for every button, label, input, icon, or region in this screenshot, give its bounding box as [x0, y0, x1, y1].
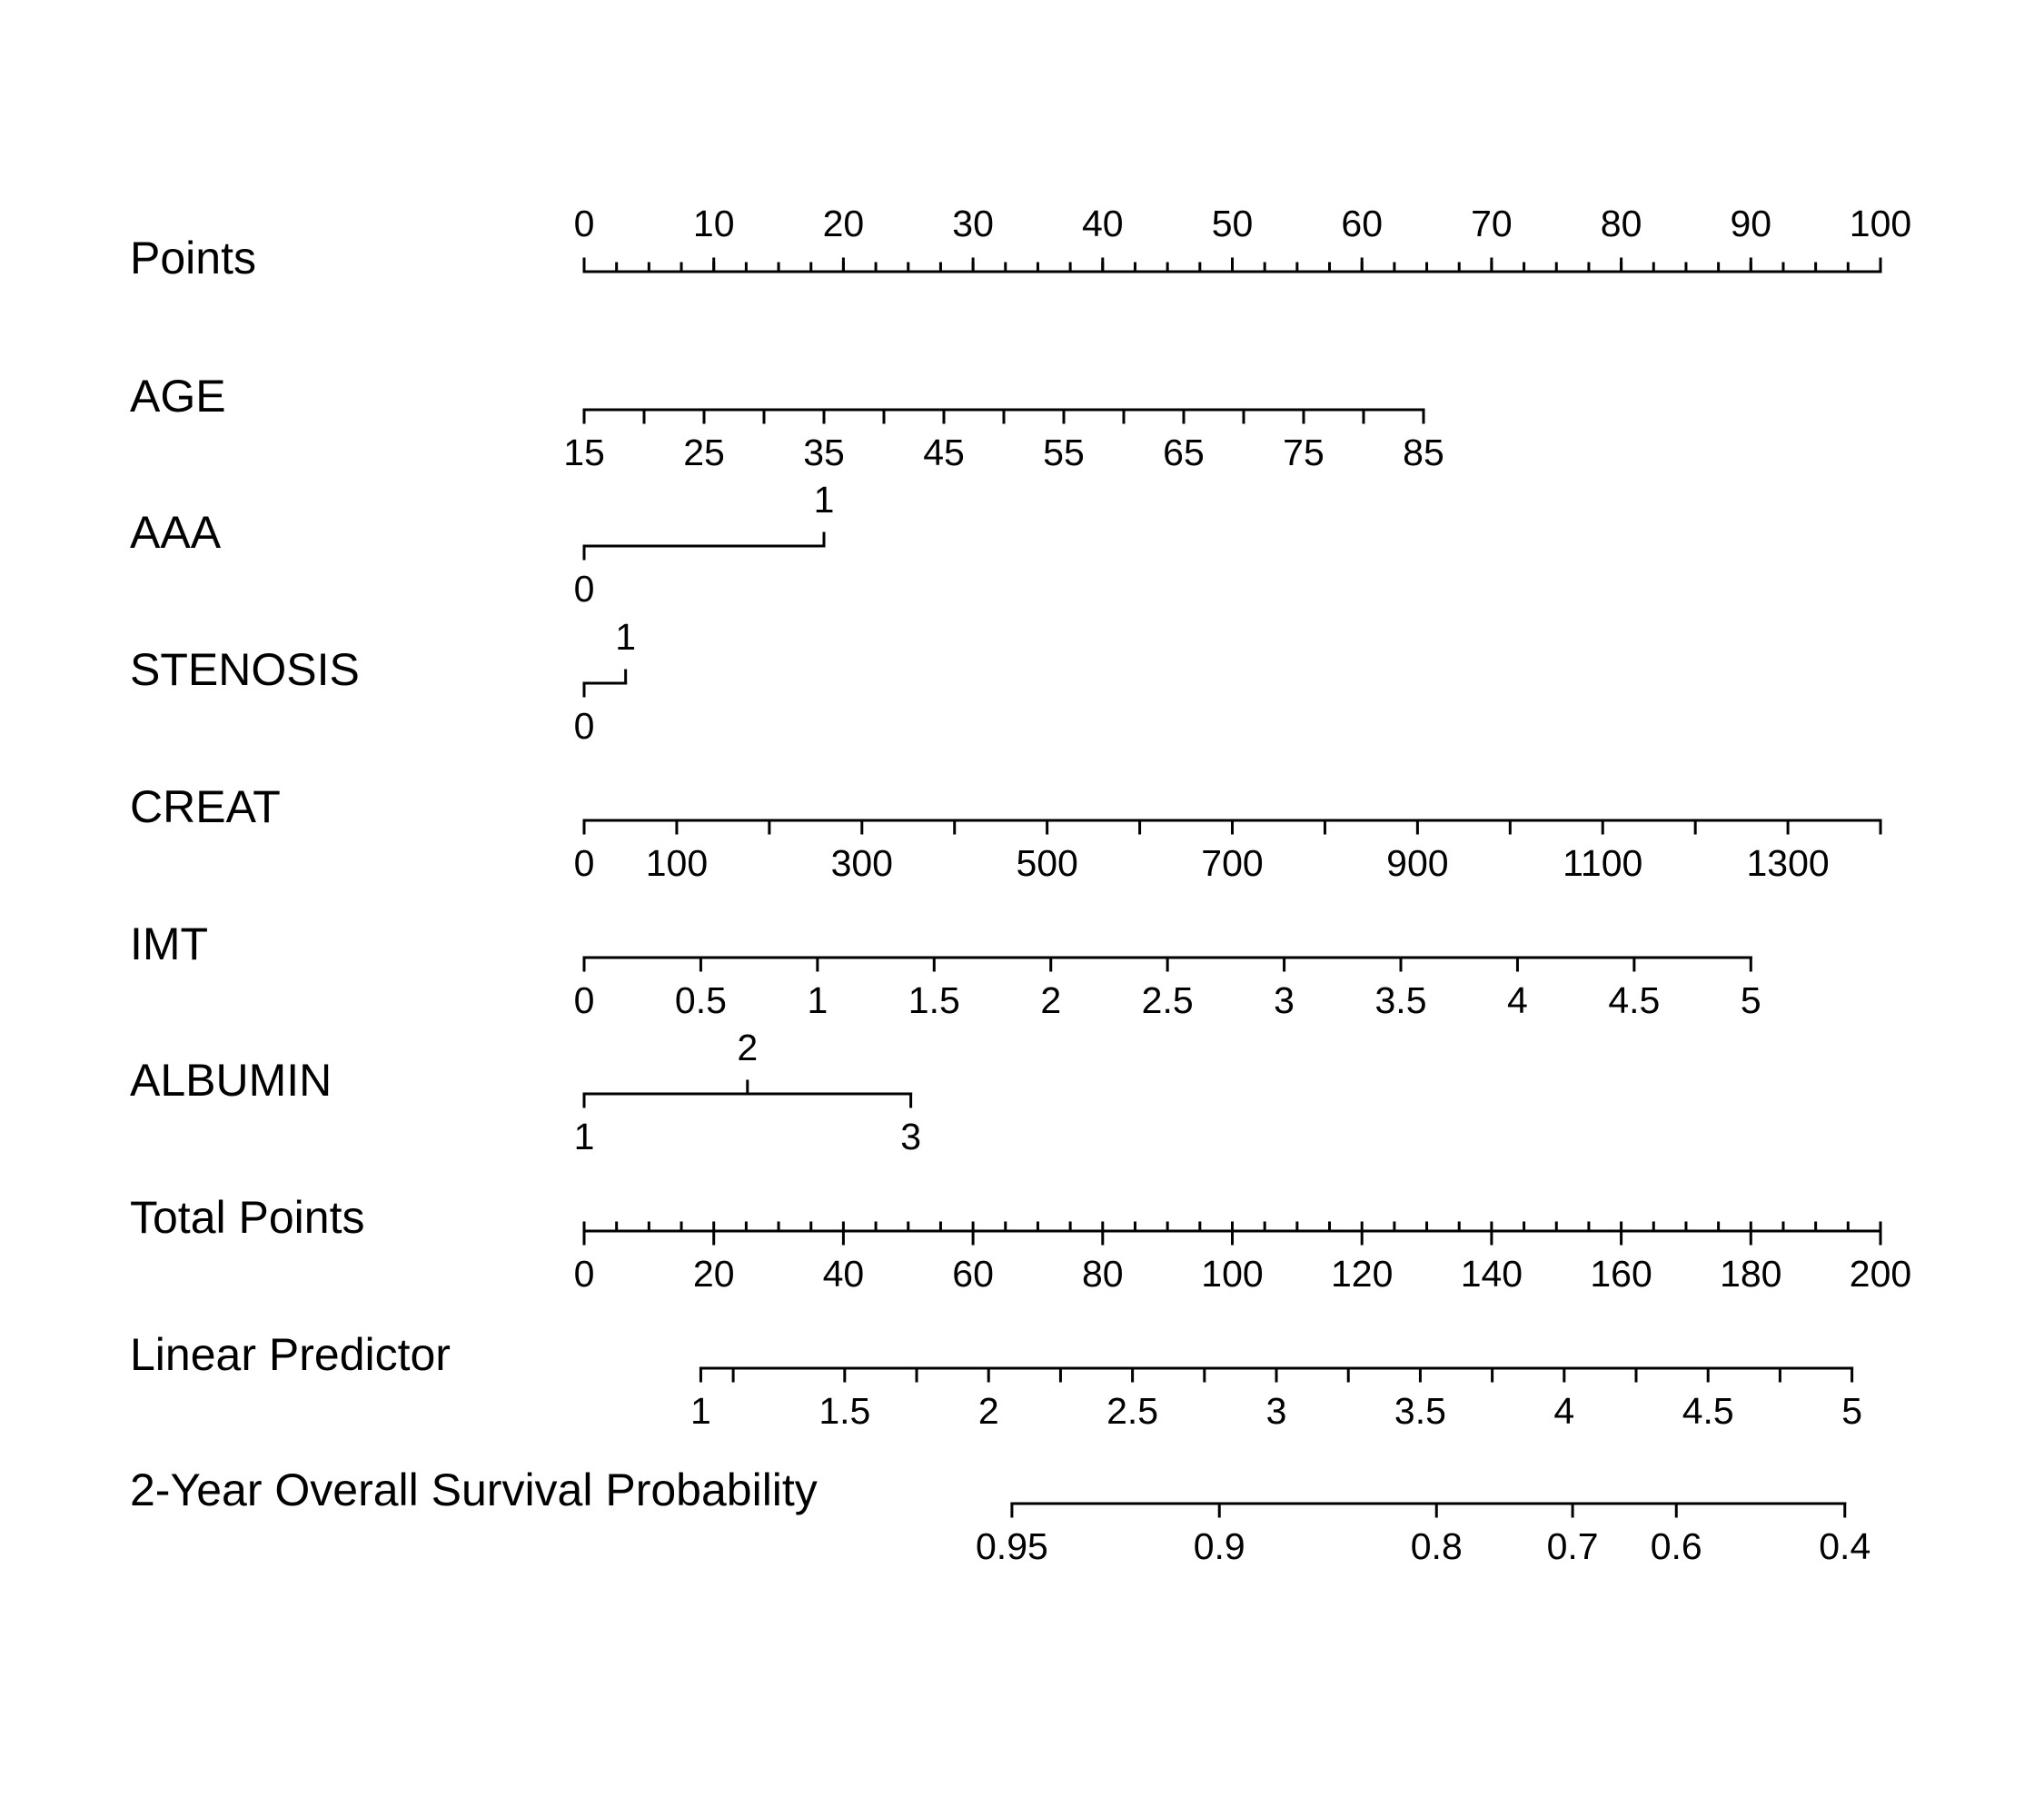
total-points-tick-label: 40	[823, 1253, 865, 1295]
stenosis-tick-label: 1	[615, 616, 636, 658]
points-tick-label: 90	[1730, 203, 1771, 244]
imt-tick-label: 0	[574, 979, 595, 1021]
points-tick-label: 60	[1341, 203, 1383, 244]
albumin-tick-label: 1	[574, 1116, 595, 1157]
imt-label: IMT	[130, 918, 208, 969]
creat-tick-label: 1300	[1746, 842, 1829, 884]
linear-predictor-tick-label: 2.5	[1106, 1390, 1158, 1432]
points-label: Points	[130, 233, 256, 283]
creat-tick-label: 300	[831, 842, 893, 884]
points-tick-label: 40	[1082, 203, 1124, 244]
total-points-tick-label: 140	[1461, 1253, 1523, 1295]
linear-predictor-tick-label: 2	[978, 1390, 999, 1432]
total-points-tick-label: 160	[1590, 1253, 1652, 1295]
imt-tick-label: 2.5	[1142, 979, 1194, 1021]
creat-tick-label: 900	[1386, 842, 1448, 884]
survival-tick-label: 0.4	[1819, 1525, 1870, 1567]
total-points-tick-label: 180	[1720, 1253, 1781, 1295]
survival-tick-label: 0.8	[1411, 1525, 1463, 1567]
survival-label: 2-Year Overall Survival Probability	[130, 1465, 818, 1515]
points-tick-label: 0	[574, 203, 595, 244]
imt-tick-label: 2	[1040, 979, 1061, 1021]
linear-predictor-tick-label: 4.5	[1682, 1390, 1734, 1432]
linear-predictor-tick-label: 5	[1841, 1390, 1862, 1432]
age-tick-label: 25	[683, 432, 725, 473]
linear-predictor-tick-label: 1	[690, 1390, 711, 1432]
imt-tick-label: 3.5	[1375, 979, 1427, 1021]
stenosis-label: STENOSIS	[130, 644, 360, 695]
points-tick-label: 30	[952, 203, 994, 244]
imt-tick-label: 5	[1741, 979, 1761, 1021]
linear-predictor-tick-label: 4	[1553, 1390, 1574, 1432]
age-tick-label: 85	[1403, 432, 1444, 473]
stenosis-tick-label: 0	[574, 705, 595, 747]
points-tick-label: 20	[823, 203, 865, 244]
points-tick-label: 80	[1601, 203, 1642, 244]
age-tick-label: 55	[1043, 432, 1085, 473]
linear-predictor-label: Linear Predictor	[130, 1329, 451, 1380]
aaa-tick-label: 1	[814, 479, 835, 521]
creat-tick-label: 0	[574, 842, 595, 884]
points-tick-label: 70	[1471, 203, 1513, 244]
points-tick-label: 10	[693, 203, 735, 244]
linear-predictor-tick-label: 3.5	[1394, 1390, 1446, 1432]
linear-predictor-tick-label: 1.5	[819, 1390, 870, 1432]
total-points-tick-label: 100	[1201, 1253, 1263, 1295]
creat-tick-label: 500	[1016, 842, 1077, 884]
survival-tick-label: 0.95	[976, 1525, 1048, 1567]
imt-tick-label: 1.5	[908, 979, 960, 1021]
age-tick-label: 35	[803, 432, 845, 473]
creat-tick-label: 100	[646, 842, 708, 884]
total-points-tick-label: 60	[952, 1253, 994, 1295]
imt-tick-label: 3	[1274, 979, 1295, 1021]
albumin-tick-label: 3	[900, 1116, 921, 1157]
albumin-label: ALBUMIN	[130, 1055, 332, 1106]
aaa-tick-label: 0	[574, 568, 595, 610]
creat-tick-label: 700	[1201, 842, 1263, 884]
age-tick-label: 15	[563, 432, 605, 473]
imt-tick-label: 1	[807, 979, 828, 1021]
creat-tick-label: 1100	[1563, 842, 1642, 884]
survival-tick-label: 0.6	[1651, 1525, 1702, 1567]
points-tick-label: 100	[1850, 203, 1911, 244]
age-label: AGE	[130, 371, 226, 422]
age-tick-label: 45	[923, 432, 965, 473]
aaa-label: AAA	[130, 507, 222, 558]
age-tick-label: 65	[1163, 432, 1205, 473]
total-points-tick-label: 80	[1082, 1253, 1124, 1295]
total-points-tick-label: 200	[1850, 1253, 1911, 1295]
imt-tick-label: 0.5	[675, 979, 727, 1021]
imt-tick-label: 4.5	[1608, 979, 1660, 1021]
survival-tick-label: 0.7	[1547, 1525, 1599, 1567]
imt-tick-label: 4	[1507, 979, 1528, 1021]
total-points-tick-label: 20	[693, 1253, 735, 1295]
survival-tick-label: 0.9	[1194, 1525, 1245, 1567]
age-tick-label: 75	[1283, 432, 1325, 473]
total-points-label: Total Points	[130, 1192, 364, 1243]
total-points-tick-label: 0	[574, 1253, 595, 1295]
linear-predictor-tick-label: 3	[1266, 1390, 1287, 1432]
albumin-tick-label: 2	[737, 1027, 758, 1068]
creat-label: CREAT	[130, 781, 281, 832]
total-points-tick-label: 120	[1331, 1253, 1393, 1295]
points-tick-label: 50	[1212, 203, 1254, 244]
